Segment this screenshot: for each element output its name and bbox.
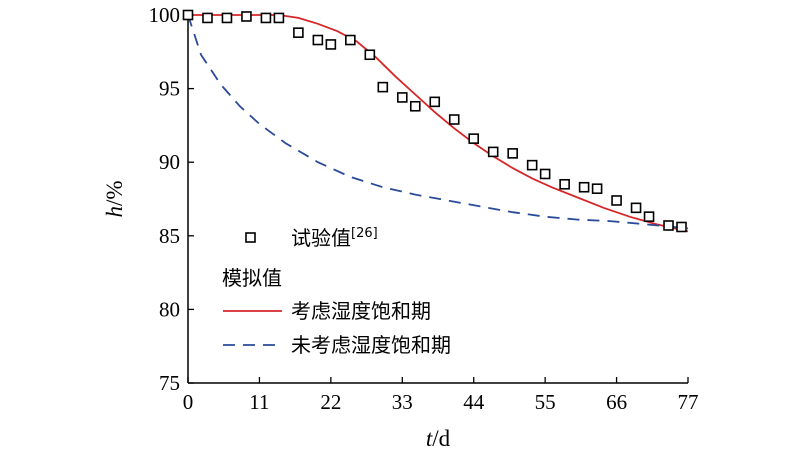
scatter-point-measured (676, 221, 687, 233)
x-tick-label: 44 (463, 390, 485, 414)
x-tick-label: 33 (392, 390, 413, 414)
x-ticks: 0 11 22 33 44 55 66 77 (183, 377, 699, 414)
legend-label-sim-nosat: 未考虑湿度饱和期 (291, 333, 451, 357)
plot-area (182, 9, 689, 233)
scatter-point-measured (429, 96, 441, 108)
y-tick-label: 90 (159, 150, 180, 174)
scatter-point-measured (630, 202, 642, 214)
scatter-point-measured (396, 92, 408, 103)
axes: 0 11 22 33 44 55 66 77 75 80 85 90 95 100 (149, 3, 699, 414)
scatter-point-measured (448, 114, 460, 125)
y-axis-title: h/% (102, 180, 127, 217)
legend-label-measured: 试验值[26] (291, 226, 378, 250)
legend-group-label: 模拟值 (222, 266, 282, 290)
legend-label-sim-sat: 考虑湿度饱和期 (291, 299, 431, 323)
scatter-point-measured (377, 81, 389, 93)
x-tick-label: 11 (249, 390, 269, 414)
scatter-point-measured (182, 9, 194, 21)
series-line-sim-sat (188, 14, 689, 233)
scatter-point-measured (539, 168, 551, 180)
y-ticks: 75 80 85 90 95 100 (149, 3, 194, 395)
x-tick-label: 66 (606, 390, 627, 414)
scatter-point-measured (663, 220, 674, 231)
scatter-point-measured (293, 27, 304, 38)
scatter-point-measured (643, 211, 655, 222)
scatter-point-measured (364, 49, 376, 61)
scatter-point-measured (202, 12, 213, 24)
x-axis-title: t/d (426, 426, 451, 451)
y-tick-label: 100 (149, 3, 181, 27)
y-tick-label: 75 (159, 371, 180, 395)
scatter-point-measured (241, 11, 252, 22)
y-tick-label: 95 (159, 77, 180, 101)
scatter-point-measured (507, 148, 518, 159)
scatter-point-measured (260, 12, 272, 24)
scatter-point-measured (591, 183, 603, 194)
x-tick-label: 77 (678, 390, 699, 414)
scatter-point-measured (468, 133, 480, 144)
y-tick-label: 85 (159, 224, 180, 248)
x-tick-label: 55 (535, 390, 556, 414)
scatter-point-measured (325, 39, 337, 50)
scatter-point-measured (578, 181, 590, 193)
legend-marker-measured (245, 232, 256, 243)
y-tick-label: 80 (159, 297, 180, 321)
x-tick-label: 0 (183, 390, 194, 414)
legend: 试验值[26] 模拟值 考虑湿度饱和期 未考虑湿度饱和期 (222, 226, 451, 357)
scatter-point-measured (409, 100, 421, 112)
scatter-point-measured (611, 195, 622, 206)
scatter-point-measured (487, 146, 499, 158)
scatter-point-measured (559, 178, 570, 190)
scatter-point-measured (273, 12, 285, 24)
scatter-point-measured (526, 159, 538, 171)
x-tick-label: 22 (320, 390, 341, 414)
scatter-point-measured (312, 34, 324, 46)
series-line-sim-nosat (187, 14, 689, 230)
scatter-point-measured (345, 34, 356, 46)
scatter-point-measured (221, 12, 233, 24)
